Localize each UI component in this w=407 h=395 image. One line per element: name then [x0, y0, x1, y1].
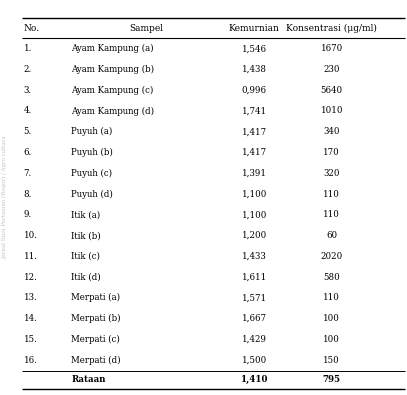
Text: 100: 100 [323, 314, 340, 323]
Text: 150: 150 [323, 356, 340, 365]
Text: 10.: 10. [24, 231, 37, 240]
Text: 3.: 3. [24, 86, 32, 95]
Text: 1,438: 1,438 [242, 65, 267, 74]
Text: Ayam Kampung (d): Ayam Kampung (d) [71, 106, 154, 116]
Text: 110: 110 [323, 210, 340, 219]
Text: 580: 580 [323, 273, 340, 282]
Text: Puyuh (d): Puyuh (d) [71, 190, 113, 199]
Text: 1,417: 1,417 [242, 127, 267, 136]
Text: Ayam Kampung (a): Ayam Kampung (a) [71, 44, 154, 53]
Text: 1,611: 1,611 [242, 273, 267, 282]
Text: 4.: 4. [24, 107, 32, 115]
Text: 110: 110 [323, 190, 340, 199]
Text: 1.: 1. [24, 44, 32, 53]
Text: Merpati (c): Merpati (c) [71, 335, 120, 344]
Text: 5.: 5. [24, 127, 32, 136]
Text: 6.: 6. [24, 148, 32, 157]
Text: 7.: 7. [24, 169, 32, 178]
Text: 1670: 1670 [321, 44, 343, 53]
Text: 16.: 16. [24, 356, 37, 365]
Text: 1,100: 1,100 [242, 190, 267, 199]
Text: Itik (b): Itik (b) [71, 231, 101, 240]
Text: Konsentrasi (μg/ml): Konsentrasi (μg/ml) [286, 23, 377, 33]
Text: Itik (c): Itik (c) [71, 252, 100, 261]
Text: 320: 320 [324, 169, 340, 178]
Text: 1,741: 1,741 [242, 107, 267, 115]
Text: Ayam Kampung (b): Ayam Kampung (b) [71, 65, 154, 74]
Text: 1,571: 1,571 [242, 293, 267, 302]
Text: Kemurnian: Kemurnian [229, 24, 280, 32]
Text: 1010: 1010 [320, 107, 343, 115]
Text: 110: 110 [323, 293, 340, 302]
Text: Merpati (a): Merpati (a) [71, 293, 120, 303]
Text: 795: 795 [323, 375, 341, 384]
Text: No.: No. [24, 24, 40, 32]
Text: 8.: 8. [24, 190, 32, 199]
Text: 1,667: 1,667 [242, 314, 267, 323]
Text: 340: 340 [324, 127, 340, 136]
Text: 1,433: 1,433 [242, 252, 267, 261]
Text: 11.: 11. [24, 252, 37, 261]
Text: 2020: 2020 [321, 252, 343, 261]
Text: Puyuh (c): Puyuh (c) [71, 169, 112, 178]
Text: 1,429: 1,429 [242, 335, 267, 344]
Text: 9.: 9. [24, 210, 32, 219]
Text: 170: 170 [323, 148, 340, 157]
Text: 0,996: 0,996 [242, 86, 267, 95]
Text: 1,417: 1,417 [242, 148, 267, 157]
Text: 1,546: 1,546 [242, 44, 267, 53]
Text: 1,391: 1,391 [242, 169, 267, 178]
Text: Puyuh (a): Puyuh (a) [71, 127, 113, 136]
Text: 15.: 15. [24, 335, 37, 344]
Text: Itik (d): Itik (d) [71, 273, 101, 282]
Text: 12.: 12. [24, 273, 37, 282]
Text: Sampel: Sampel [129, 24, 164, 32]
Text: Itik (a): Itik (a) [71, 210, 101, 219]
Text: Jurnal Ilmu Pertanian (Bogor) / Agro cultura: Jurnal Ilmu Pertanian (Bogor) / Agro cul… [3, 136, 8, 259]
Text: 1,410: 1,410 [241, 375, 268, 384]
Text: 5640: 5640 [321, 86, 343, 95]
Text: Merpati (b): Merpati (b) [71, 314, 121, 323]
Text: 100: 100 [323, 335, 340, 344]
Text: 60: 60 [326, 231, 337, 240]
Text: 2.: 2. [24, 65, 32, 74]
Text: 1,100: 1,100 [242, 210, 267, 219]
Text: Merpati (d): Merpati (d) [71, 356, 121, 365]
Text: Rataan: Rataan [71, 375, 106, 384]
Text: 1,500: 1,500 [242, 356, 267, 365]
Text: 14.: 14. [24, 314, 37, 323]
Text: Puyuh (b): Puyuh (b) [71, 148, 113, 157]
Text: Ayam Kampung (c): Ayam Kampung (c) [71, 86, 153, 95]
Text: 230: 230 [324, 65, 340, 74]
Text: 13.: 13. [24, 293, 37, 302]
Text: 1,200: 1,200 [242, 231, 267, 240]
